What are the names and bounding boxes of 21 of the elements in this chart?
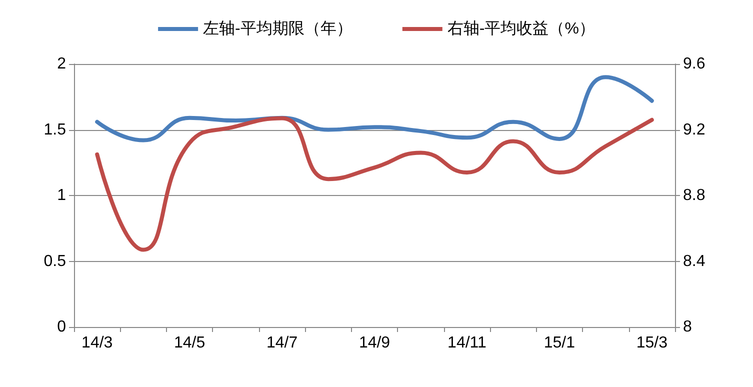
x-tick-label: 14/7 bbox=[266, 334, 298, 352]
x-tick-label: 15/3 bbox=[636, 334, 668, 352]
line-series bbox=[95, 75, 654, 142]
line-series bbox=[95, 116, 654, 252]
y2-tick-label: 8.4 bbox=[683, 252, 706, 270]
y2-tick-label: 8 bbox=[683, 318, 692, 336]
x-tick-label: 15/1 bbox=[544, 334, 576, 352]
y-tick-label: 1.5 bbox=[44, 121, 66, 138]
y-tick-label: 0.5 bbox=[44, 252, 66, 270]
y2-tick-label: 9.2 bbox=[683, 121, 706, 138]
x-tick-label: 14/9 bbox=[358, 334, 390, 352]
x-tick-label: 14/5 bbox=[174, 334, 206, 352]
legend-label: 右轴-平均收益（%） bbox=[447, 20, 595, 38]
y-tick-label: 0 bbox=[57, 318, 66, 336]
legend-label: 左轴-平均期限（年） bbox=[203, 20, 352, 38]
x-tick-label: 14/11 bbox=[448, 334, 486, 352]
y-tick-label: 1 bbox=[57, 187, 66, 204]
y-tick-label: 2 bbox=[57, 56, 66, 72]
y2-tick-label: 9.6 bbox=[683, 56, 706, 72]
x-tick-label: 14/3 bbox=[82, 334, 113, 352]
y2-tick-label: 8.8 bbox=[683, 187, 706, 204]
